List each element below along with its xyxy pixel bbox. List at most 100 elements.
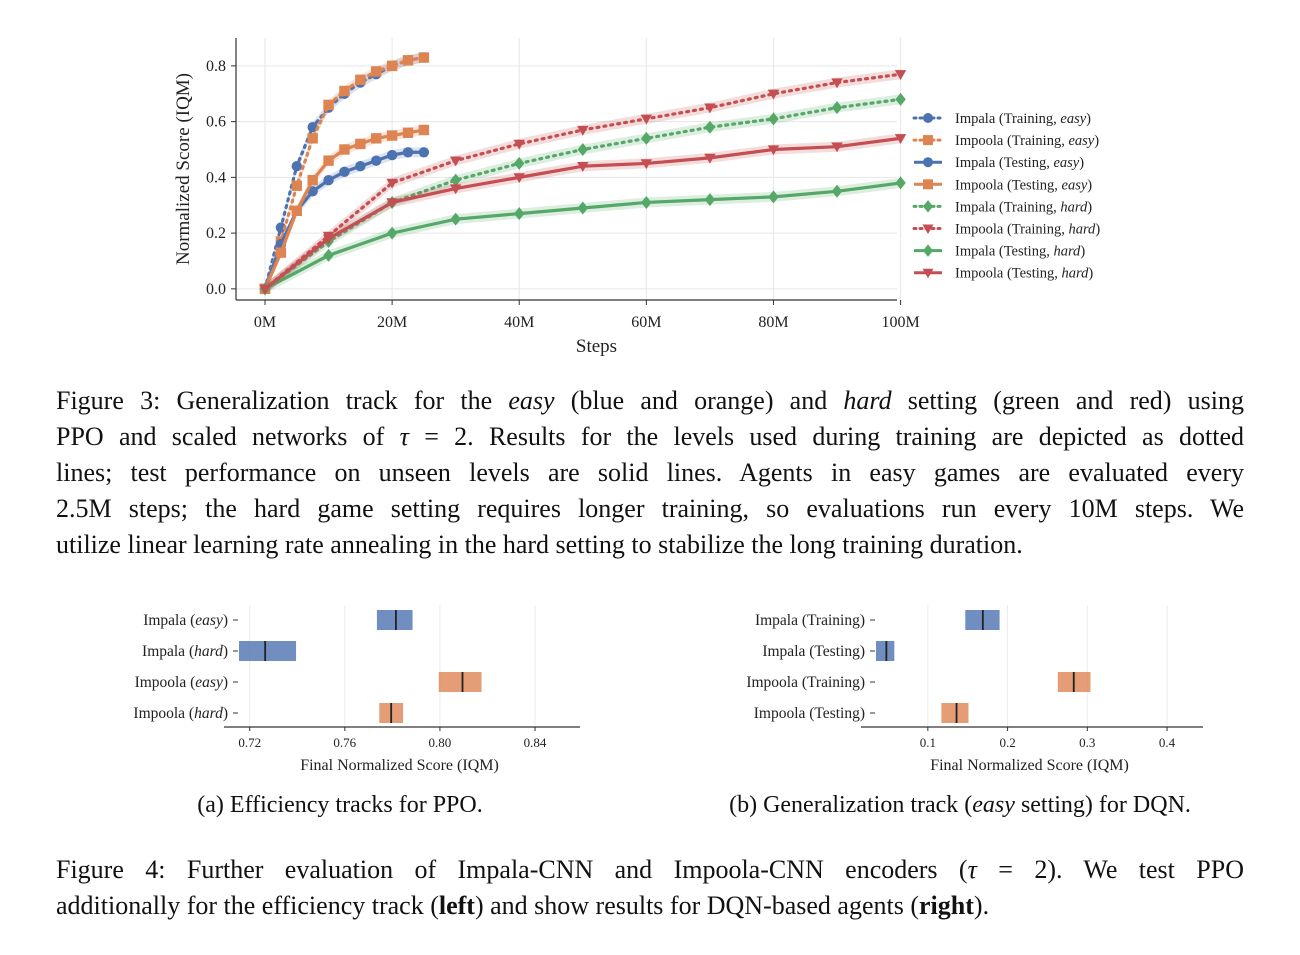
data-point — [449, 184, 462, 195]
legend-swatch-marker — [923, 113, 933, 123]
data-point — [355, 74, 366, 86]
data-point — [307, 133, 318, 144]
data-point — [831, 142, 843, 153]
f4a-interval-bar — [376, 610, 413, 630]
x-tick-label: 0.80 — [429, 735, 452, 750]
y-tick-label: 0.6 — [206, 114, 226, 131]
data-point — [450, 173, 461, 187]
data-point — [291, 180, 302, 191]
legend-entry: Impala (Testing, easy) — [955, 155, 1084, 171]
legend-entry: Impala (Training, hard) — [955, 199, 1092, 215]
y-tick-label: 0.2 — [206, 225, 226, 242]
data-point — [322, 234, 335, 245]
data-point — [450, 212, 461, 226]
data-point — [704, 193, 716, 207]
series-6 — [259, 176, 906, 296]
f4b-category-label: Impala (Testing) — [762, 643, 865, 660]
f4a-interval-bar — [239, 641, 297, 661]
f4b-category-label: Impoola (Testing) — [754, 705, 865, 722]
x-tick-label: 0.72 — [238, 735, 261, 750]
data-point — [641, 195, 652, 209]
x-tick-label: 0.1 — [920, 735, 936, 750]
figure4b-subcaption: (b) Generalization track (easy setting) … — [729, 792, 1191, 818]
caption-line: lines; test performance on unseen levels… — [56, 458, 1244, 487]
data-point — [514, 156, 525, 170]
data-point — [402, 55, 414, 66]
legend-entry: Impoola (Testing, hard) — [955, 266, 1093, 282]
data-point — [577, 142, 588, 156]
x-tick-label: 100M — [881, 314, 919, 331]
y-tick-label: 0.4 — [206, 169, 226, 186]
legend-swatch-marker — [923, 179, 933, 190]
data-point — [641, 131, 652, 145]
data-point — [371, 155, 382, 166]
y-tick-label: 0.8 — [206, 58, 226, 75]
x-tick-label: 0M — [254, 314, 276, 331]
data-point — [449, 156, 462, 167]
data-point — [323, 99, 334, 111]
f4a-interval-bar — [438, 672, 482, 692]
data-point — [386, 149, 398, 161]
legend-swatch-marker — [922, 224, 934, 234]
series-7 — [259, 133, 907, 295]
figure4a-subcaption: (a) Efficiency tracks for PPO. — [197, 792, 483, 818]
figure4a-interval-chart: 0.72 0.76 0.80 0.84 Final Normalized Score (… — [133, 605, 580, 774]
data-point — [386, 198, 398, 209]
x-tick-label: 0.76 — [333, 735, 356, 750]
x-tick-label: 80M — [758, 314, 788, 331]
figure4-caption: Figure 4: Further evaluation of Impala-C… — [56, 852, 1244, 924]
data-point — [323, 248, 334, 262]
series-3 — [259, 124, 430, 295]
f4a-category-label: Impala (easy) — [143, 612, 228, 629]
data-point — [640, 159, 653, 170]
figure3-legend: Impala (Training, easy) Impoola (Training… — [912, 111, 1100, 282]
legend-swatch-marker — [922, 268, 934, 279]
data-point — [894, 134, 907, 145]
data-point — [402, 127, 414, 138]
f4b-category-label: Impala (Training) — [755, 612, 865, 629]
data-point — [640, 114, 653, 125]
data-point — [386, 60, 398, 72]
f4a-category-label: Impala (hard) — [142, 643, 228, 660]
series-line — [263, 72, 903, 291]
f4a-category-label: Impoola (hard) — [133, 705, 228, 722]
legend-entry: Impala (Testing, hard) — [955, 244, 1085, 260]
f4b-category-label: Impoola (Training) — [746, 674, 865, 691]
data-point — [371, 66, 382, 77]
legend-swatch-marker — [923, 244, 933, 257]
data-point — [895, 176, 906, 190]
figure4b-interval-chart: 0.1 0.2 0.3 0.4 Final Normalized Score (IQM)… — [746, 605, 1203, 774]
data-point — [704, 120, 716, 134]
data-point — [291, 205, 302, 217]
data-point — [291, 161, 302, 172]
legend-entry: Impala (Training, easy) — [955, 111, 1091, 127]
data-point — [307, 121, 318, 133]
data-point — [704, 153, 716, 164]
f4b-interval-bar — [876, 641, 895, 661]
caption-line: PPO and scaled networks of τ = 2. Result… — [56, 422, 1244, 451]
x-axis-label: Final Normalized Score (IQM) — [300, 757, 499, 774]
f4b-interval-bar — [941, 703, 969, 723]
legend-entry: Impoola (Testing, easy) — [955, 177, 1092, 193]
x-tick-label: 20M — [377, 314, 407, 331]
y-axis-label: Normalized Score (IQM) — [173, 73, 194, 265]
legend-entry: Impoola (Training, easy) — [955, 133, 1099, 149]
x-tick-label: 0.2 — [999, 735, 1015, 750]
data-point — [895, 92, 906, 106]
legend-swatch-marker — [923, 157, 933, 168]
data-point — [307, 186, 318, 197]
figure3-grid — [236, 38, 902, 300]
data-point — [323, 174, 334, 186]
caption-line: utilize linear learning rate annealing i… — [56, 530, 1023, 559]
data-point — [767, 89, 780, 100]
caption-line: Figure 4: Further evaluation of Impala-C… — [56, 855, 1244, 884]
legend-swatch-marker — [923, 135, 933, 146]
data-point — [386, 130, 398, 141]
x-axis-label: Steps — [576, 336, 617, 357]
data-point — [402, 147, 414, 158]
data-point — [513, 139, 525, 150]
series-1 — [259, 52, 430, 295]
data-point — [831, 184, 843, 198]
series-5 — [259, 69, 907, 295]
legend-entry: Impoola (Training, hard) — [955, 222, 1100, 238]
